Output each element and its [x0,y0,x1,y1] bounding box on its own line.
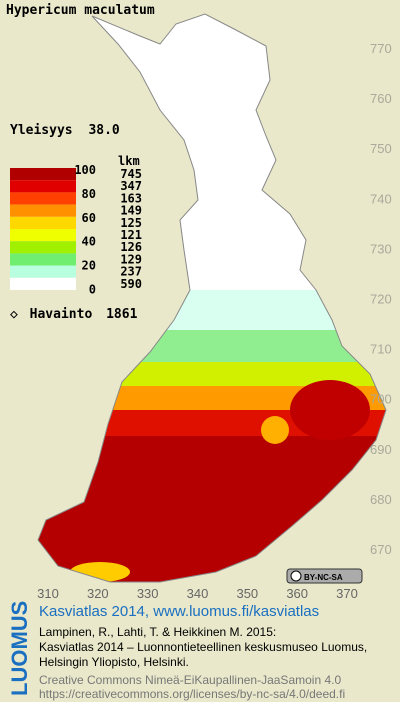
license-badge [286,568,363,584]
legend-scale-label: 80 [82,187,96,201]
axes: 770 760 750 740 730 720 710 700 690 680 670 310 320 3… [37,41,392,601]
zone-east [290,380,370,440]
license-line: Creative Commons Nimeä-EiKaupallinen-Jaa… [39,673,341,687]
x-tick-label: 360 [286,586,308,601]
x-tick-label: 350 [236,586,258,601]
legend-scale-label: 100 [74,163,96,177]
legend-count: 129 [120,252,142,266]
legend-count: 237 [120,265,142,279]
citation-line: Kasviatlas 2014 – Luonnontieteellinen ke… [39,640,367,654]
x-tick-label: 330 [137,586,159,601]
legend-count: 745 [120,167,142,181]
count-header: lkm [118,154,140,168]
legend-count: 121 [120,228,142,242]
legend-swatch [10,277,76,290]
observations-count: 1861 [106,307,137,322]
y-tick-label: 750 [370,141,392,156]
y-tick-label: 740 [370,191,392,206]
x-tick-label: 310 [37,586,59,601]
y-tick-label: 770 [370,41,392,56]
legend-swatch [10,204,76,217]
legend-swatch [10,253,76,266]
y-tick-label: 700 [370,392,392,407]
legend-swatch [10,229,76,242]
frequency-label: Yleisyys [10,123,73,138]
observations-label: Havainto [30,307,93,322]
y-tick-label: 760 [370,91,392,106]
citation-line: Lampinen, R., Lahti, T. & Heikkinen M. 2… [39,625,276,639]
legend-count: 125 [120,216,142,230]
y-tick-label: 710 [370,342,392,357]
legend-scale-label: 40 [82,235,96,249]
legend-swatch [10,216,76,229]
brand: LUOMUS [7,601,32,696]
observations: ◇ Havainto 1861 [10,307,138,322]
legend-scale-label: 60 [82,211,96,225]
legend-count: 347 [120,179,142,193]
x-tick-label: 320 [87,586,109,601]
legend-count: 126 [120,240,142,254]
license-line: https://creativecommons.org/licenses/by-… [39,687,345,701]
legend-swatch [10,168,76,181]
observation-symbol: ◇ [10,307,18,322]
legend-count: 163 [120,191,142,205]
legend-scale-label: 0 [89,283,96,297]
legend-swatch [10,192,76,205]
license-badge-text: BY-NC-SA [304,573,343,582]
legend-swatch [10,265,76,278]
frequency-value: 38.0 [88,123,119,138]
legend-count: 149 [120,204,142,218]
y-tick-label: 690 [370,442,392,457]
y-tick-label: 670 [370,542,392,557]
footer-heading: Kasviatlas 2014, www.luomus.fi/kasviatla… [39,603,319,620]
y-tick-label: 680 [370,492,392,507]
legend-count: 590 [120,277,142,291]
legend-swatch [10,241,76,254]
frequency: Yleisyys 38.0 [10,123,120,138]
x-tick-label: 340 [187,586,209,601]
zone-patch [261,416,289,444]
cc-icon [290,570,302,582]
legend-scale-label: 20 [82,259,96,273]
citation-line: Helsingin Yliopisto, Helsinki. [39,655,189,669]
y-tick-label: 720 [370,292,392,307]
species-title: Hypericum maculatum [6,3,155,18]
legend-swatch [10,180,76,193]
x-tick-label: 370 [336,586,358,601]
y-tick-label: 730 [370,241,392,256]
